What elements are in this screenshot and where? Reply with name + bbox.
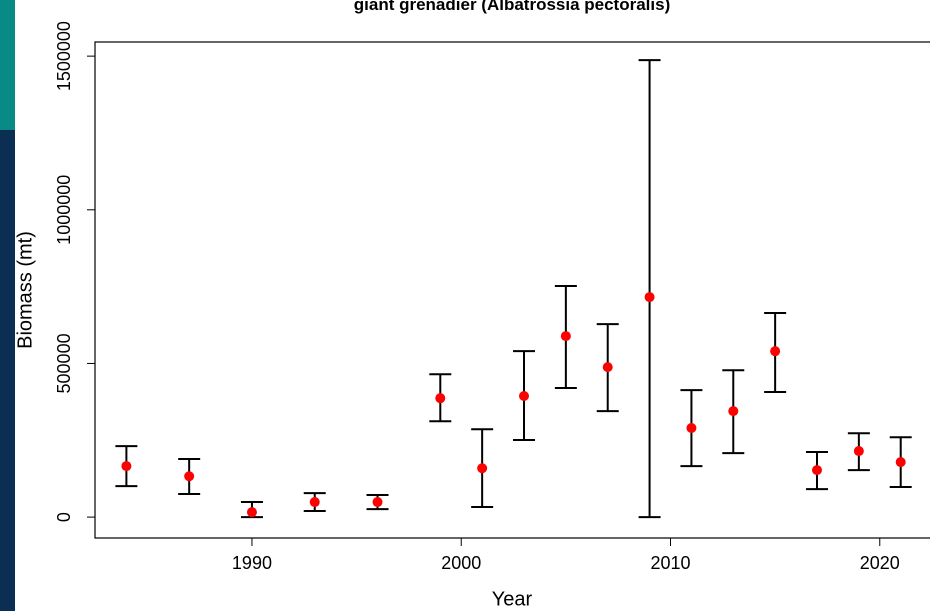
x-tick-label: 1990	[232, 553, 272, 573]
y-tick-label: 1500000	[54, 21, 74, 91]
point	[477, 463, 488, 474]
point	[121, 461, 132, 472]
point	[644, 292, 655, 303]
point	[246, 507, 257, 518]
chart-title: giant grenadier (Albatrossia pectoralis)	[354, 0, 670, 14]
x-tick-label: 2010	[650, 553, 690, 573]
point	[435, 393, 446, 404]
y-tick-label: 500000	[54, 333, 74, 393]
side-bar-navy	[0, 130, 15, 611]
side-bar-teal	[0, 0, 15, 130]
point	[895, 457, 906, 468]
point	[519, 391, 530, 402]
point	[602, 362, 613, 373]
point	[728, 406, 739, 417]
y-tick-label: 0	[54, 512, 74, 522]
x-axis-label: Year	[492, 588, 533, 610]
plot-box	[94, 41, 930, 539]
point	[686, 422, 697, 433]
point	[853, 446, 864, 457]
point	[770, 346, 781, 357]
point	[372, 497, 383, 508]
point	[560, 331, 571, 342]
point	[811, 465, 822, 476]
point	[184, 471, 195, 482]
x-tick-label: 2000	[441, 553, 481, 573]
y-tick-label: 1000000	[54, 175, 74, 245]
y-axis-label: Biomass (mt)	[14, 231, 36, 349]
x-tick-label: 2020	[860, 553, 900, 573]
point	[309, 497, 320, 508]
